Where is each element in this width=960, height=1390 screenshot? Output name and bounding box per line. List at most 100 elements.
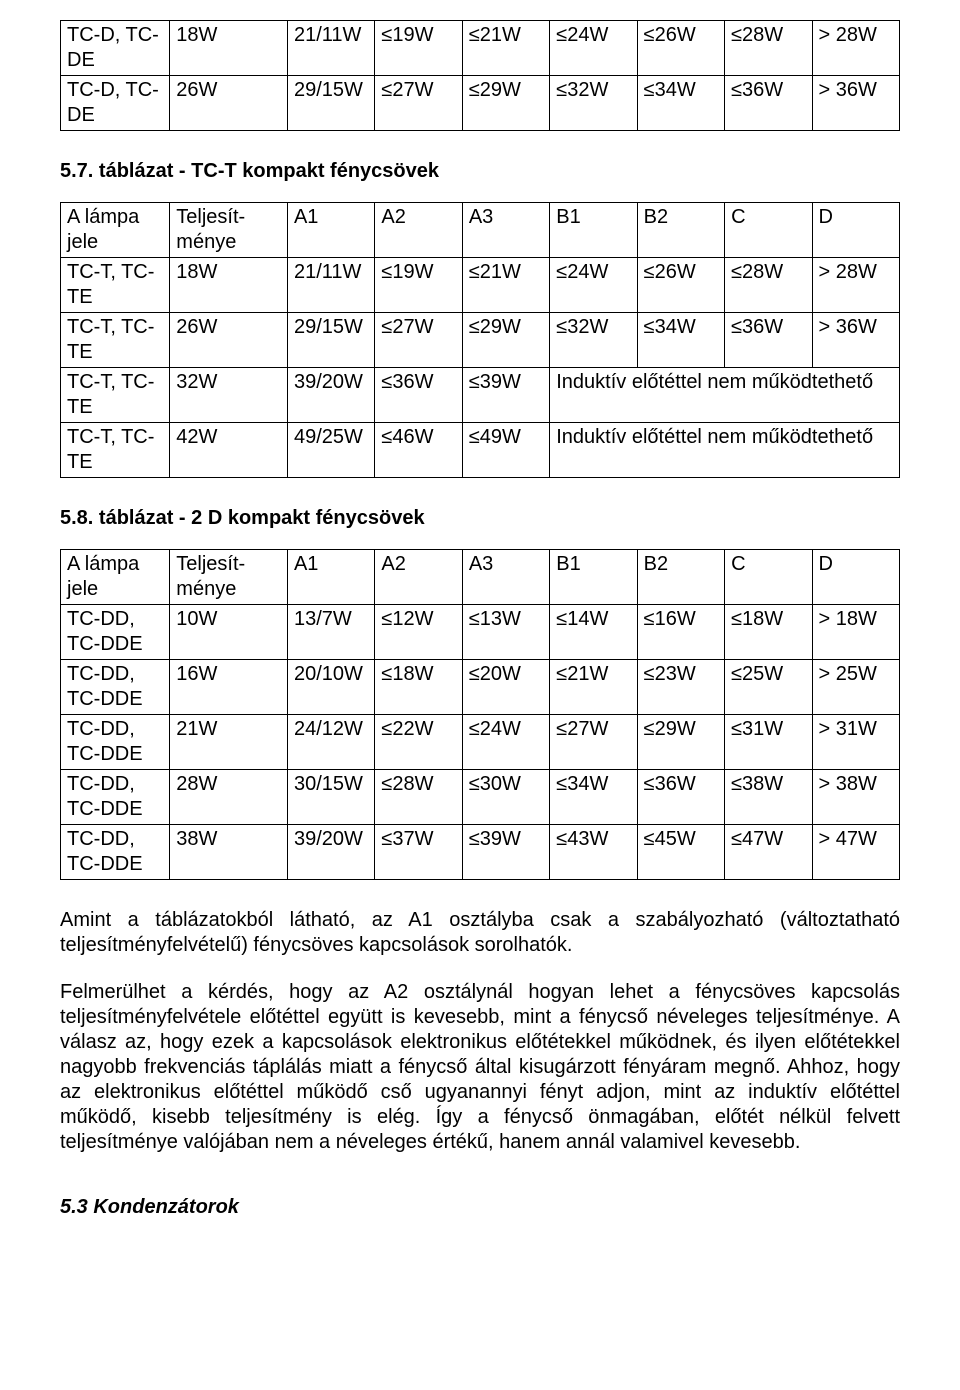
table-cell: Teljesít-ménye	[170, 550, 288, 605]
table-cell: ≤45W	[637, 825, 724, 880]
table-cell: ≤39W	[462, 368, 549, 423]
table-cell: 39/20W	[287, 825, 374, 880]
table-cell: ≤24W	[550, 21, 637, 76]
table-cell: A1	[287, 550, 374, 605]
table-cell: A3	[462, 203, 549, 258]
table-cell: ≤32W	[550, 313, 637, 368]
table-cell: 21W	[170, 715, 288, 770]
table-cell: 30/15W	[287, 770, 374, 825]
table-header-row: A lámpa jeleTeljesít-ményeA1A2A3B1B2CD	[61, 550, 900, 605]
table-cell: 16W	[170, 660, 288, 715]
heading-5-8: 5.8. táblázat - 2 D kompakt fénycsövek	[60, 506, 900, 531]
table-cell: 42W	[170, 423, 288, 478]
table-cell: TC-T, TC-TE	[61, 423, 170, 478]
table-cell: TC-DD, TC-DDE	[61, 825, 170, 880]
table-cell: ≤28W	[725, 21, 812, 76]
table-cell: TC-DD, TC-DDE	[61, 605, 170, 660]
table-cell: > 47W	[812, 825, 900, 880]
table-tc-d: TC-D, TC-DE18W21/11W≤19W≤21W≤24W≤26W≤28W…	[60, 20, 900, 131]
table-cell: ≤36W	[375, 368, 462, 423]
table-row: TC-DD, TC-DDE10W13/7W≤12W≤13W≤14W≤16W≤18…	[61, 605, 900, 660]
table-cell: Induktív előtéttel nem működtethető	[550, 368, 900, 423]
table-cell: ≤21W	[462, 258, 549, 313]
table-cell: 10W	[170, 605, 288, 660]
table-cell: ≤31W	[725, 715, 812, 770]
table-cell: > 36W	[812, 313, 900, 368]
table-cell: 18W	[170, 258, 288, 313]
table-cell: ≤34W	[637, 76, 724, 131]
table-cell: ≤20W	[462, 660, 549, 715]
table-cell: 18W	[170, 21, 288, 76]
table-cell: ≤30W	[462, 770, 549, 825]
table-cell: 32W	[170, 368, 288, 423]
table-cell: ≤12W	[375, 605, 462, 660]
table-cell: > 38W	[812, 770, 900, 825]
table-cell: ≤28W	[375, 770, 462, 825]
table-row: TC-T, TC-TE18W21/11W≤19W≤21W≤24W≤26W≤28W…	[61, 258, 900, 313]
table-cell: ≤39W	[462, 825, 549, 880]
table-cell: ≤19W	[375, 258, 462, 313]
table-cell: ≤24W	[462, 715, 549, 770]
table-cell: TC-DD, TC-DDE	[61, 770, 170, 825]
table-row: TC-T, TC-TE32W39/20W≤36W≤39WInduktív elő…	[61, 368, 900, 423]
table-cell: ≤13W	[462, 605, 549, 660]
table-row: TC-DD, TC-DDE28W30/15W≤28W≤30W≤34W≤36W≤3…	[61, 770, 900, 825]
paragraph-2: Felmerülhet a kérdés, hogy az A2 osztály…	[60, 980, 900, 1155]
table-cell: B1	[550, 203, 637, 258]
table-cell: ≤49W	[462, 423, 549, 478]
table-cell: 26W	[170, 76, 288, 131]
table-row: TC-D, TC-DE18W21/11W≤19W≤21W≤24W≤26W≤28W…	[61, 21, 900, 76]
table-cell: ≤36W	[725, 76, 812, 131]
table-cell: > 28W	[812, 258, 900, 313]
table-row: TC-T, TC-TE42W49/25W≤46W≤49WInduktív elő…	[61, 423, 900, 478]
table-row: TC-DD, TC-DDE38W39/20W≤37W≤39W≤43W≤45W≤4…	[61, 825, 900, 880]
heading-5-7: 5.7. táblázat - TC-T kompakt fénycsövek	[60, 159, 900, 184]
table-cell: ≤29W	[637, 715, 724, 770]
table-cell: ≤14W	[550, 605, 637, 660]
table-cell: ≤29W	[462, 76, 549, 131]
table-cell: ≤46W	[375, 423, 462, 478]
table-cell: Induktív előtéttel nem működtethető	[550, 423, 900, 478]
table-cell: C	[725, 203, 812, 258]
table-cell: ≤22W	[375, 715, 462, 770]
table-row: TC-DD, TC-DDE21W24/12W≤22W≤24W≤27W≤29W≤3…	[61, 715, 900, 770]
table-cell: 49/25W	[287, 423, 374, 478]
table-tc-dd: A lámpa jeleTeljesít-ményeA1A2A3B1B2CDTC…	[60, 549, 900, 880]
table-cell: ≤18W	[725, 605, 812, 660]
table-cell: A2	[375, 203, 462, 258]
table-cell: 21/11W	[287, 21, 374, 76]
table-cell: TC-D, TC-DE	[61, 21, 170, 76]
paragraph-1: Amint a táblázatokból látható, az A1 osz…	[60, 908, 900, 958]
table-cell: 29/15W	[287, 76, 374, 131]
table-cell: 28W	[170, 770, 288, 825]
table-cell: ≤32W	[550, 76, 637, 131]
table-cell: 13/7W	[287, 605, 374, 660]
table-cell: 38W	[170, 825, 288, 880]
table-cell: B2	[637, 550, 724, 605]
table-cell: ≤26W	[637, 21, 724, 76]
table-cell: ≤27W	[375, 76, 462, 131]
table-cell: 39/20W	[287, 368, 374, 423]
table-cell: B1	[550, 550, 637, 605]
table-cell: ≤36W	[725, 313, 812, 368]
table-cell: TC-DD, TC-DDE	[61, 660, 170, 715]
table-cell: ≤36W	[637, 770, 724, 825]
table-cell: ≤26W	[637, 258, 724, 313]
table-header-row: A lámpa jeleTeljesít-ményeA1A2A3B1B2CD	[61, 203, 900, 258]
table-cell: TC-T, TC-TE	[61, 258, 170, 313]
table-cell: ≤38W	[725, 770, 812, 825]
table-cell: A2	[375, 550, 462, 605]
table-cell: 29/15W	[287, 313, 374, 368]
table-cell: ≤19W	[375, 21, 462, 76]
table-row: TC-DD, TC-DDE16W20/10W≤18W≤20W≤21W≤23W≤2…	[61, 660, 900, 715]
table-cell: C	[725, 550, 812, 605]
table-cell: > 18W	[812, 605, 900, 660]
table-cell: ≤34W	[550, 770, 637, 825]
table-cell: TC-T, TC-TE	[61, 313, 170, 368]
table-cell: ≤16W	[637, 605, 724, 660]
table-cell: > 31W	[812, 715, 900, 770]
table-row: TC-D, TC-DE26W29/15W≤27W≤29W≤32W≤34W≤36W…	[61, 76, 900, 131]
table-cell: ≤47W	[725, 825, 812, 880]
table-cell: ≤27W	[375, 313, 462, 368]
section-5-3: 5.3 Kondenzátorok	[60, 1195, 900, 1220]
